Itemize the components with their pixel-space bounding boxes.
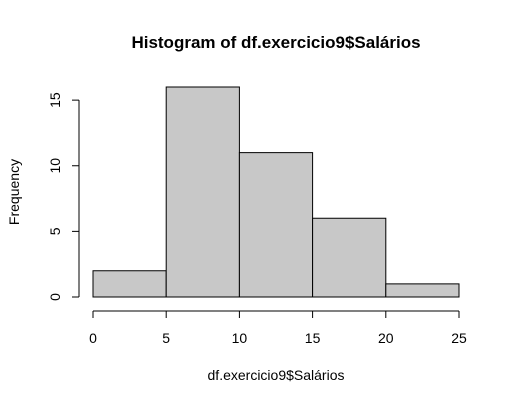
y-tick-label-2: 10	[47, 158, 63, 174]
y-tick-label-1: 5	[47, 227, 63, 235]
x-tick-label-0: 0	[89, 330, 97, 346]
bars-group	[92, 86, 460, 298]
x-tick-label-4: 20	[378, 330, 394, 346]
x-axis: 0 5 10 15 20 25	[89, 310, 467, 346]
x-tick-label-2: 10	[232, 330, 248, 346]
histogram-bar-4	[385, 283, 460, 298]
y-tick-label-3: 15	[47, 92, 63, 108]
chart-title: Histogram of df.exercicio9$Salários	[131, 33, 420, 52]
histogram-bar-3	[312, 217, 387, 298]
y-axis-label: Frequency	[6, 159, 22, 225]
x-tick-label-5: 25	[451, 330, 467, 346]
x-axis-label: df.exercicio9$Salários	[208, 367, 345, 383]
y-tick-label-0: 0	[47, 293, 63, 301]
histogram-bar-1	[165, 86, 240, 298]
histogram-bar-0	[92, 270, 167, 298]
x-tick-label-1: 5	[162, 330, 170, 346]
x-tick-label-3: 15	[305, 330, 321, 346]
histogram-bar-2	[238, 152, 314, 298]
y-axis: 0 5 10 15	[47, 92, 80, 301]
